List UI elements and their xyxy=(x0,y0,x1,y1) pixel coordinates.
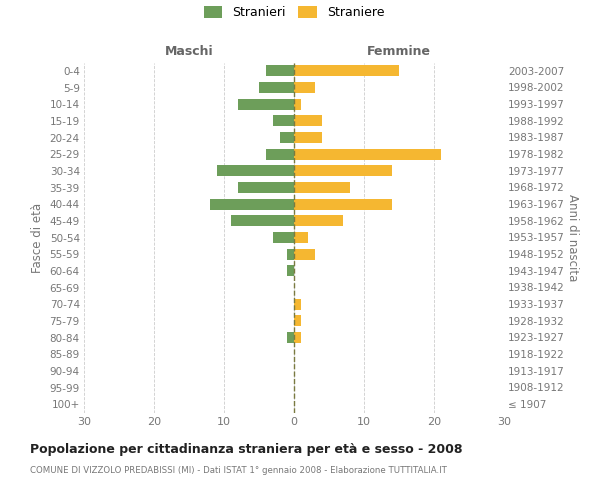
Bar xyxy=(280,132,294,143)
Bar xyxy=(287,266,294,276)
Bar xyxy=(266,66,294,76)
Bar xyxy=(266,148,294,160)
Bar xyxy=(294,148,441,160)
Bar xyxy=(238,182,294,193)
Bar xyxy=(294,316,301,326)
Bar xyxy=(294,216,343,226)
Bar xyxy=(294,116,322,126)
Text: Popolazione per cittadinanza straniera per età e sesso - 2008: Popolazione per cittadinanza straniera p… xyxy=(30,442,463,456)
Bar xyxy=(294,166,392,176)
Bar xyxy=(210,198,294,209)
Bar xyxy=(294,98,301,110)
Bar xyxy=(294,182,350,193)
Y-axis label: Fasce di età: Fasce di età xyxy=(31,202,44,272)
Bar xyxy=(294,298,301,310)
Bar xyxy=(287,332,294,343)
Bar xyxy=(294,198,392,209)
Text: Femmine: Femmine xyxy=(367,44,431,58)
Bar xyxy=(259,82,294,93)
Y-axis label: Anni di nascita: Anni di nascita xyxy=(566,194,579,281)
Bar xyxy=(294,132,322,143)
Bar xyxy=(294,82,315,93)
Legend: Stranieri, Straniere: Stranieri, Straniere xyxy=(203,6,385,19)
Bar xyxy=(294,232,308,243)
Bar xyxy=(238,98,294,110)
Bar xyxy=(294,66,399,76)
Bar xyxy=(287,248,294,260)
Bar xyxy=(273,232,294,243)
Bar xyxy=(231,216,294,226)
Text: Maschi: Maschi xyxy=(164,44,214,58)
Bar xyxy=(273,116,294,126)
Text: COMUNE DI VIZZOLO PREDABISSI (MI) - Dati ISTAT 1° gennaio 2008 - Elaborazione TU: COMUNE DI VIZZOLO PREDABISSI (MI) - Dati… xyxy=(30,466,447,475)
Bar xyxy=(294,332,301,343)
Bar xyxy=(217,166,294,176)
Bar xyxy=(294,248,315,260)
